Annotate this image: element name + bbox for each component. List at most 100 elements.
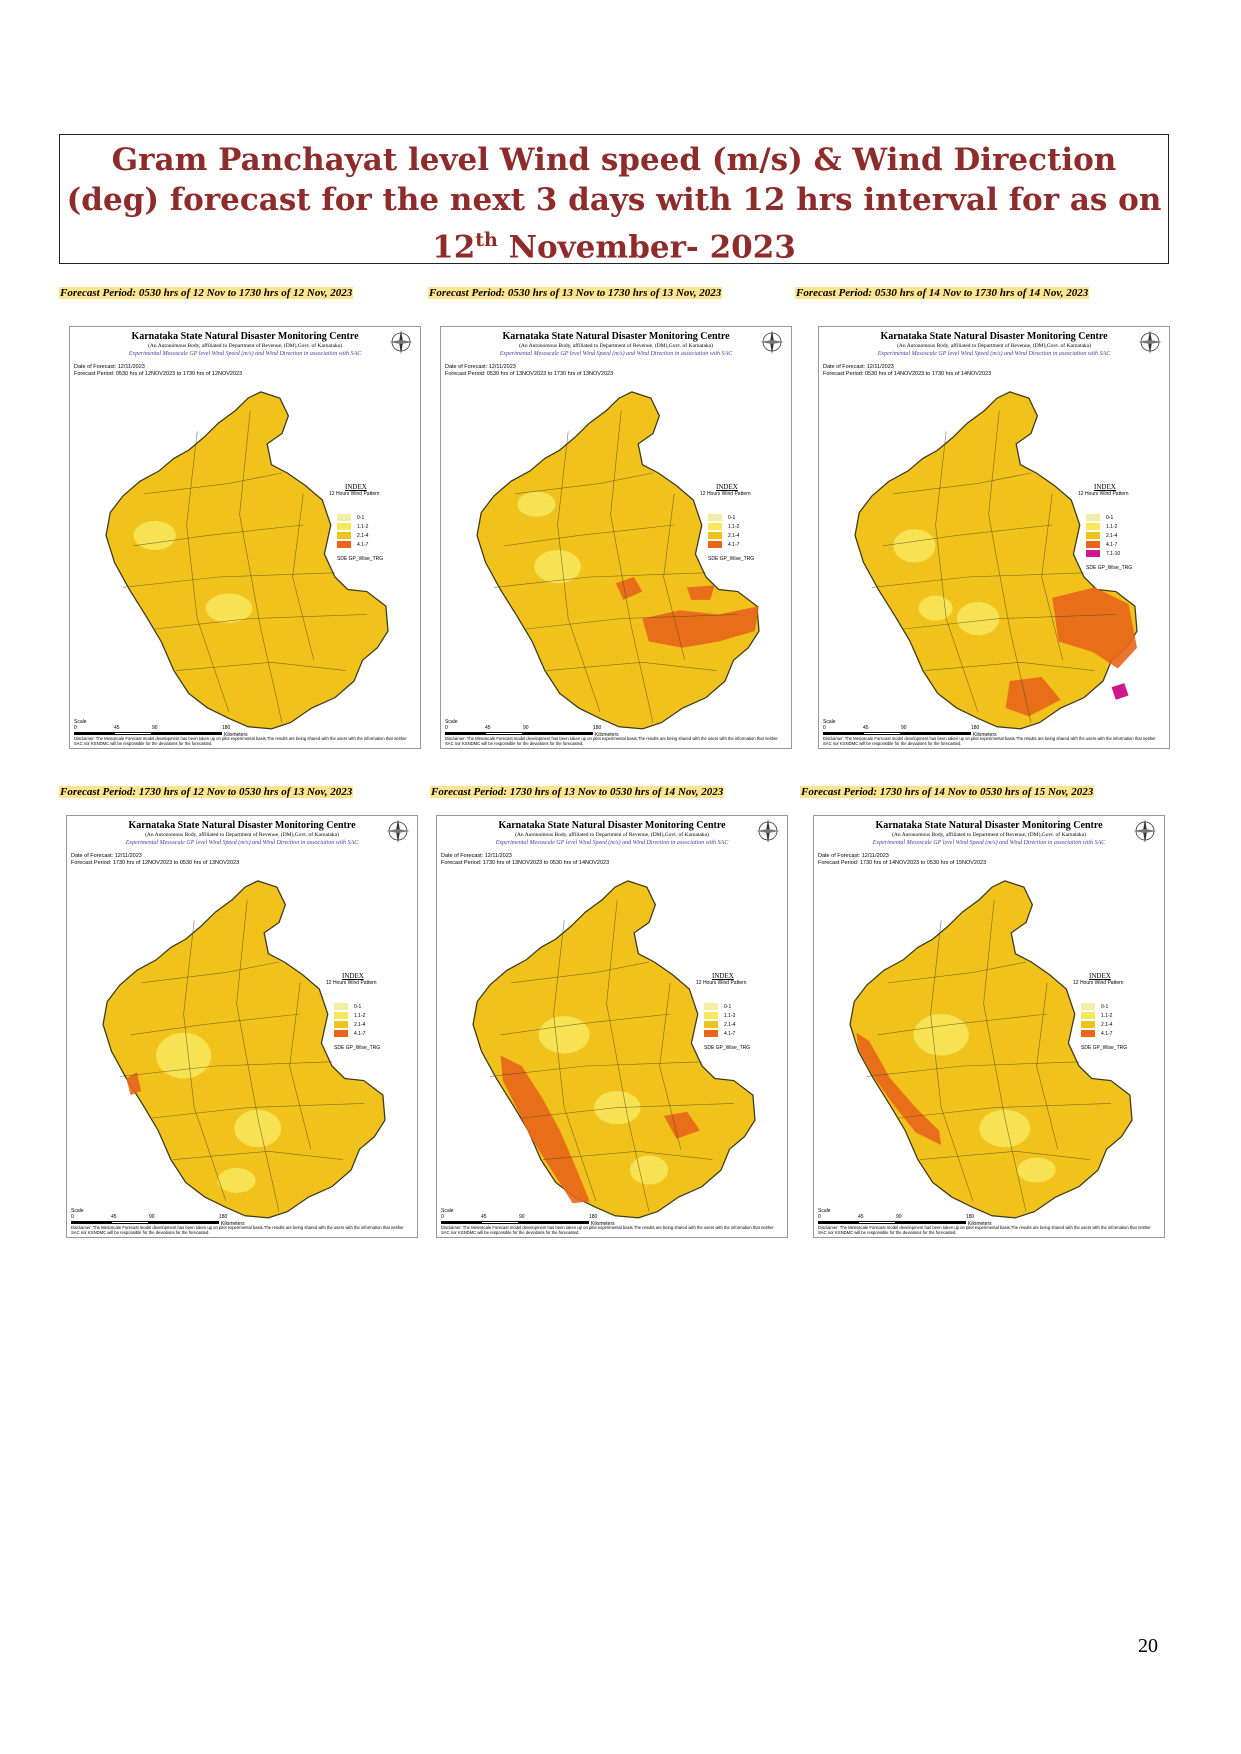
high-wind-zone bbox=[500, 1055, 590, 1204]
date-of-forecast: Date of Forecast: 12/11/2023 bbox=[818, 853, 889, 859]
scale-unit: Kilometers bbox=[595, 732, 619, 738]
legend-row: 2.1-4 bbox=[1081, 1020, 1127, 1029]
scale-bar: Scale 0 45 90 180 Kilometers bbox=[71, 1208, 245, 1227]
district-boundary bbox=[144, 472, 283, 495]
legend-title: INDEX bbox=[342, 972, 364, 980]
panel-subheader: (An Autonomous Body, affiliated to Depar… bbox=[519, 343, 713, 349]
legend-row: 1.1-2 bbox=[708, 522, 754, 531]
district-boundary bbox=[130, 1013, 301, 1036]
legend-swatch bbox=[1086, 532, 1100, 539]
panel-subheader: (An Autonomous Body, affiliated to Depar… bbox=[145, 832, 339, 838]
forecast-period-caption-6: Forecast Period: 1730 hrs of 14 Nov to 0… bbox=[800, 786, 1095, 798]
legend-row: 0-1 bbox=[708, 513, 754, 522]
disclaimer: Disclaimer: The Mesoscale Forecast model… bbox=[818, 1225, 1151, 1235]
legend-swatch bbox=[708, 532, 722, 539]
district-boundary bbox=[888, 961, 1027, 984]
district-boundary bbox=[935, 431, 979, 713]
legend-label: 0-1 bbox=[1106, 514, 1114, 521]
legend-subtitle: 12 Hours Wind Pattern bbox=[326, 980, 377, 986]
map-legend: INDEX 12 Hours Wind Pattern 0-1 1.1-2 2.1-4 4… bbox=[1074, 483, 1132, 571]
low-wind-zone bbox=[629, 1155, 669, 1185]
karnataka-map bbox=[849, 880, 1133, 1219]
karnataka-map bbox=[102, 880, 386, 1219]
legend-row: 1.1-2 bbox=[704, 1011, 750, 1020]
district-boundary bbox=[154, 614, 367, 630]
page-number: 20 bbox=[1138, 1635, 1158, 1657]
district-boundary bbox=[983, 899, 1027, 1212]
low-wind-zone bbox=[234, 1109, 282, 1148]
legend-label: 0-1 bbox=[728, 514, 736, 521]
legend-label: 2.1-4 bbox=[354, 1021, 366, 1028]
district-boundary bbox=[493, 572, 707, 588]
legend-label: 1.1-2 bbox=[728, 523, 740, 530]
district-boundary bbox=[133, 524, 304, 547]
district-boundary bbox=[898, 1103, 1111, 1119]
low-wind-zone bbox=[217, 1167, 256, 1193]
legend-swatch bbox=[1086, 541, 1100, 548]
date-of-forecast: Date of Forecast: 12/11/2023 bbox=[441, 853, 512, 859]
legend-subtitle: 12 Hours Wind Pattern bbox=[329, 491, 380, 497]
title-day-suffix: th bbox=[475, 229, 498, 251]
legend-swatch bbox=[1081, 1012, 1095, 1019]
legend-swatch bbox=[334, 1030, 348, 1037]
disclaimer: Disclaimer: The Mesoscale Forecast model… bbox=[71, 1225, 404, 1235]
scale-label: Scale bbox=[71, 1208, 84, 1214]
high-wind-zone bbox=[1052, 587, 1137, 669]
district-boundary bbox=[172, 1150, 343, 1160]
legend-swatch bbox=[337, 541, 351, 548]
legend-label: 1.1-2 bbox=[1101, 1012, 1113, 1019]
date-of-forecast: Date of Forecast: 12/11/2023 bbox=[445, 364, 516, 370]
map-legend: INDEX 12 Hours Wind Pattern 0-1 1.1-2 2.1-4 4… bbox=[696, 483, 754, 562]
low-wind-zone bbox=[205, 593, 253, 623]
legend-swatch bbox=[334, 1021, 348, 1028]
legend-sde-label: SDE GP_Wise_TRG bbox=[704, 1045, 751, 1051]
legend-swatch bbox=[337, 523, 351, 530]
low-wind-zone bbox=[156, 1032, 212, 1079]
legend-label: 0-1 bbox=[354, 1003, 362, 1010]
scale-bar: Scale 0 45 90 180 Kilometers bbox=[74, 719, 248, 738]
panel-header: Karnataka State Natural Disaster Monitor… bbox=[875, 820, 1103, 831]
scale-unit: Kilometers bbox=[973, 732, 997, 738]
legend-swatch bbox=[704, 1021, 718, 1028]
forecast-period-line: Forecast Period: 0530 hrs of 12NOV2023 t… bbox=[74, 370, 243, 377]
map-panel-3: Karnataka State Natural Disaster Monitor… bbox=[818, 326, 1170, 749]
karnataka-map bbox=[854, 391, 1138, 730]
legend-subtitle: 12 Hours Wind Pattern bbox=[696, 980, 747, 986]
district-boundary bbox=[515, 472, 654, 495]
legend-swatch bbox=[337, 514, 351, 521]
legend-label: 2.1-4 bbox=[1101, 1021, 1113, 1028]
legend-swatch bbox=[337, 532, 351, 539]
legend-title: INDEX bbox=[1094, 483, 1116, 491]
district-boundary bbox=[289, 982, 312, 1150]
legend-label: 1.1-2 bbox=[1106, 523, 1118, 530]
legend-label: 7.1-10 bbox=[1106, 550, 1121, 557]
district-boundary bbox=[500, 1013, 671, 1036]
high-wind-zone bbox=[856, 1032, 942, 1146]
legend-row: 4.1-7 bbox=[1081, 1029, 1127, 1038]
north-arrow-icon bbox=[386, 819, 410, 843]
scale-unit: Kilometers bbox=[968, 1221, 992, 1227]
legend-subtitle: 12 Hours Wind Pattern bbox=[1073, 980, 1124, 986]
district-boundary bbox=[183, 920, 227, 1202]
legend-swatch bbox=[1086, 523, 1100, 530]
district-boundary bbox=[930, 920, 974, 1202]
legend-sde-label: SDE GP_Wise_TRG bbox=[337, 556, 384, 562]
north-arrow-icon bbox=[760, 330, 784, 354]
high-wind-zone bbox=[1005, 676, 1061, 717]
district-boundary bbox=[871, 572, 1085, 588]
legend-swatch bbox=[704, 1030, 718, 1037]
legend-swatch bbox=[1086, 550, 1100, 557]
page-title-box: Gram Panchayat level Wind speed (m/s) & … bbox=[59, 134, 1169, 265]
forecast-period-caption-2: Forecast Period: 0530 hrs of 13 Nov to 1… bbox=[428, 287, 723, 299]
legend-label: 0-1 bbox=[724, 1003, 732, 1010]
legend-label: 2.1-4 bbox=[1106, 532, 1118, 539]
district-boundary bbox=[292, 493, 315, 661]
scale-label: Scale bbox=[823, 719, 836, 725]
map-panel-6: Karnataka State Natural Disaster Monitor… bbox=[813, 815, 1165, 1238]
legend-row: 2.1-4 bbox=[337, 531, 383, 540]
panel-subheader: (An Autonomous Body, affiliated to Depar… bbox=[148, 343, 342, 349]
legend-label: 2.1-4 bbox=[724, 1021, 736, 1028]
legend-label: 4.1-7 bbox=[724, 1030, 736, 1037]
north-arrow-icon bbox=[1133, 819, 1157, 843]
date-of-forecast: Date of Forecast: 12/11/2023 bbox=[823, 364, 894, 370]
